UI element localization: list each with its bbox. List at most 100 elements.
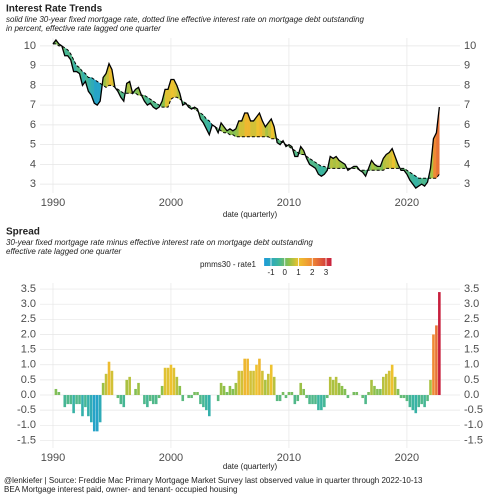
bar xyxy=(284,395,288,399)
bar xyxy=(104,373,108,396)
y-tick-label-right: 6 xyxy=(464,119,470,131)
bar xyxy=(414,395,418,414)
fill-between xyxy=(164,89,169,108)
bar xyxy=(234,382,238,396)
bar xyxy=(261,370,264,396)
y-tick-label-right: 1.0 xyxy=(464,359,479,371)
plot-area xyxy=(40,283,460,448)
bar xyxy=(149,395,152,402)
bar xyxy=(92,395,96,432)
fill-between xyxy=(170,79,175,100)
bar xyxy=(225,391,229,396)
y-tick-label-right: 3.5 xyxy=(464,283,479,295)
colorbar-tick-label: 3 xyxy=(324,268,329,277)
bar xyxy=(137,382,140,396)
bar xyxy=(207,395,211,417)
bar xyxy=(305,395,308,399)
bar xyxy=(157,395,161,399)
fill-between xyxy=(244,112,248,137)
bar xyxy=(81,395,84,417)
bar xyxy=(128,376,131,396)
bar xyxy=(122,395,126,408)
bar xyxy=(101,382,105,396)
bar xyxy=(199,395,202,405)
bar xyxy=(355,391,359,396)
plot-area xyxy=(40,38,460,193)
bar xyxy=(438,292,441,396)
bar xyxy=(84,395,87,408)
bar xyxy=(266,373,270,396)
bar xyxy=(175,376,179,396)
fill-between xyxy=(294,150,298,157)
bar xyxy=(290,391,294,396)
y-tick-label-right: 0.5 xyxy=(464,374,479,386)
y-tick-label-right: -1.5 xyxy=(464,434,483,446)
bar xyxy=(278,395,282,402)
y-tick-label-right: 4 xyxy=(464,158,470,170)
bar xyxy=(160,385,164,396)
bar xyxy=(346,395,350,399)
colorbar-tick-label: 0 xyxy=(283,268,288,277)
bar xyxy=(364,395,367,405)
bar xyxy=(196,391,199,396)
bar xyxy=(405,395,409,402)
y-tick-label: 1.5 xyxy=(21,344,36,356)
bar xyxy=(169,364,173,396)
y-tick-label-right: 7 xyxy=(464,99,470,111)
bar xyxy=(314,395,317,405)
y-tick-label: 8 xyxy=(30,79,36,91)
bar xyxy=(373,385,376,396)
bar xyxy=(205,395,208,411)
bar xyxy=(178,385,182,396)
caption: @lenkiefer | Source: Freddie Mac Primary… xyxy=(4,476,423,485)
bar xyxy=(172,367,176,396)
bar xyxy=(399,395,403,399)
bar xyxy=(382,376,385,396)
bar xyxy=(249,370,252,396)
bar xyxy=(420,395,423,405)
bar xyxy=(119,395,123,405)
legend-title: pmms30 - rate1 xyxy=(200,260,257,269)
x-tick-label: 2010 xyxy=(277,452,301,464)
y-tick-label-right: 1.5 xyxy=(464,344,479,356)
bar xyxy=(281,391,285,396)
chart-title: Spread xyxy=(6,227,40,238)
y-tick-label: 5 xyxy=(30,139,36,151)
y-tick-label-right: 10 xyxy=(464,40,476,52)
bar xyxy=(219,382,223,396)
y-tick-label-right: -1.0 xyxy=(464,419,483,431)
bar xyxy=(393,376,397,396)
subtitle: solid line 30-year fixed mortgage rate, … xyxy=(6,15,365,24)
y-tick-label: -1.0 xyxy=(17,419,36,431)
bar xyxy=(216,395,220,402)
bar xyxy=(340,385,344,396)
bar xyxy=(69,395,72,405)
bar xyxy=(90,395,93,423)
y-tick-label: 9 xyxy=(30,60,36,72)
bar xyxy=(411,395,415,411)
y-tick-label: 0.5 xyxy=(21,374,36,386)
y-tick-label: 6 xyxy=(30,119,36,131)
y-tick-label-right: 2.0 xyxy=(464,328,479,340)
fill-between xyxy=(238,120,242,137)
bar xyxy=(255,364,258,396)
y-tick-label-right: -0.5 xyxy=(464,404,483,416)
bar xyxy=(134,388,137,396)
bar xyxy=(308,395,311,405)
fill-between xyxy=(94,79,98,106)
x-tick-label: 2000 xyxy=(159,197,183,209)
bar xyxy=(426,395,429,402)
subtitle: effective rate lagged one quarter xyxy=(6,247,122,256)
bar xyxy=(325,395,329,399)
bar xyxy=(302,388,305,396)
bar xyxy=(352,391,356,396)
x-tick-label: 1990 xyxy=(41,197,65,209)
x-tick-label: 2020 xyxy=(395,452,419,464)
bar xyxy=(252,370,255,396)
x-tick-label: 1990 xyxy=(41,452,65,464)
bar xyxy=(275,395,279,402)
y-tick-label-right: 9 xyxy=(464,60,470,72)
y-tick-label: 3 xyxy=(30,178,36,190)
bar xyxy=(272,376,276,396)
